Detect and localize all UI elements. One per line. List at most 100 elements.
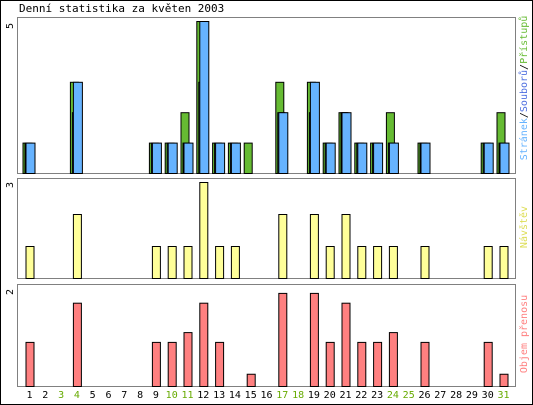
- day-label: 12: [197, 390, 209, 401]
- bar-visits: [199, 182, 209, 279]
- bar-hits: [151, 142, 162, 175]
- visits-bars: [25, 182, 509, 279]
- activity-bars: [22, 21, 510, 175]
- day-label: 28: [450, 390, 462, 401]
- bar-volume: [388, 332, 398, 388]
- bar-visits: [325, 246, 335, 279]
- day-label: 2: [42, 390, 48, 401]
- bar-hits: [230, 142, 241, 175]
- bar-volume: [341, 302, 351, 388]
- bar-visits: [388, 246, 398, 279]
- day-label: 5: [90, 390, 96, 401]
- bar-volume: [483, 341, 493, 387]
- bar-visits: [357, 246, 367, 279]
- day-label: 14: [229, 390, 241, 401]
- bar-visits: [230, 246, 240, 279]
- legend-volume: Objem přenosu: [518, 295, 530, 373]
- day-label: 16: [260, 390, 272, 401]
- bar-volume: [246, 373, 256, 387]
- day-label: 24: [387, 390, 399, 401]
- day-label: 4: [74, 390, 80, 401]
- bar-volume: [499, 373, 509, 387]
- chart-title: Denní statistika za květen 2003: [19, 2, 224, 15]
- bar-visits: [167, 246, 177, 279]
- day-label: 27: [434, 390, 446, 401]
- legend-separator: /: [519, 112, 530, 118]
- legend-hits: Stránek: [518, 118, 530, 160]
- volume-panel: 2 Objem přenosu: [5, 284, 530, 388]
- bar-visits: [278, 214, 288, 279]
- day-label: 1: [26, 390, 32, 401]
- visits-panel-box: [17, 178, 516, 279]
- bar-volume: [72, 302, 82, 388]
- day-label: 3: [58, 390, 64, 401]
- legend-pages: Přístupů: [518, 16, 530, 64]
- day-label: 19: [308, 390, 320, 401]
- bar-hits: [278, 112, 289, 174]
- bar-visits: [373, 246, 383, 279]
- legend-files: Souborů: [518, 70, 530, 112]
- bar-hits: [309, 81, 320, 174]
- bar-volume: [167, 341, 177, 387]
- day-label: 31: [497, 390, 509, 401]
- volume-bars: [25, 292, 509, 388]
- bar-visits: [341, 214, 351, 279]
- day-axis-labels: 1 2 3 4 5 6 7 8 9 10 11 12 13 14 15 16 17 18 19 20 21 22 23 24 2…: [26, 390, 509, 401]
- bar-volume: [325, 341, 335, 387]
- bar-hits: [167, 142, 178, 175]
- bar-hits: [341, 112, 352, 174]
- bar-volume: [215, 341, 225, 387]
- bar-visits: [309, 214, 319, 279]
- bar-volume: [373, 341, 383, 387]
- day-label: 25: [403, 390, 415, 401]
- volume-y-tick-label: 2: [5, 289, 16, 295]
- day-label: 30: [482, 390, 494, 401]
- bar-hits: [357, 142, 368, 175]
- bar-volume: [151, 341, 161, 387]
- bar-volume: [278, 292, 288, 387]
- day-label: 15: [245, 390, 257, 401]
- bar-visits: [72, 214, 82, 279]
- day-label: 20: [324, 390, 336, 401]
- bar-volume: [183, 332, 193, 388]
- bar-hits: [483, 142, 494, 175]
- legend-visits: Návštěv: [518, 206, 530, 248]
- legend-separator: /: [519, 64, 530, 70]
- day-label: 9: [153, 390, 159, 401]
- day-label: 6: [105, 390, 111, 401]
- bar-visits: [215, 246, 225, 279]
- day-label: 21: [339, 390, 351, 401]
- bar-volume: [25, 341, 35, 387]
- day-label: 7: [121, 390, 127, 401]
- bar-hits: [388, 142, 399, 175]
- bar-hits: [325, 142, 336, 175]
- bar-volume: [420, 341, 430, 387]
- day-label: 26: [418, 390, 430, 401]
- bar-volume: [309, 292, 319, 387]
- day-label: 13: [213, 390, 225, 401]
- activity-side-label: Stránek/Souborů/Přístupů: [518, 16, 530, 161]
- bar-visits: [420, 246, 430, 279]
- visits-panel: 3 Návštěv: [5, 178, 530, 279]
- bar-hits: [199, 21, 210, 174]
- bar-hits: [373, 142, 384, 175]
- bar-hits: [499, 142, 510, 175]
- bar-visits: [499, 246, 509, 279]
- day-label: 8: [137, 390, 143, 401]
- bar-visits: [151, 246, 161, 279]
- day-label: 23: [371, 390, 383, 401]
- bar-hits: [420, 142, 431, 175]
- bar-hits: [215, 142, 226, 175]
- day-label: 22: [355, 390, 367, 401]
- bar-visits: [183, 246, 193, 279]
- day-label: 29: [466, 390, 478, 401]
- volume-panel-box: [17, 284, 516, 387]
- bar-volume: [357, 341, 367, 387]
- day-label: 17: [276, 390, 288, 401]
- activity-y-tick-label: 5: [5, 23, 16, 29]
- bar-visits: [25, 246, 35, 279]
- activity-panel: 5 Stránek/Souborů/Přístupů: [5, 16, 530, 175]
- bar-pages: [243, 142, 253, 175]
- bar-hits: [183, 142, 194, 175]
